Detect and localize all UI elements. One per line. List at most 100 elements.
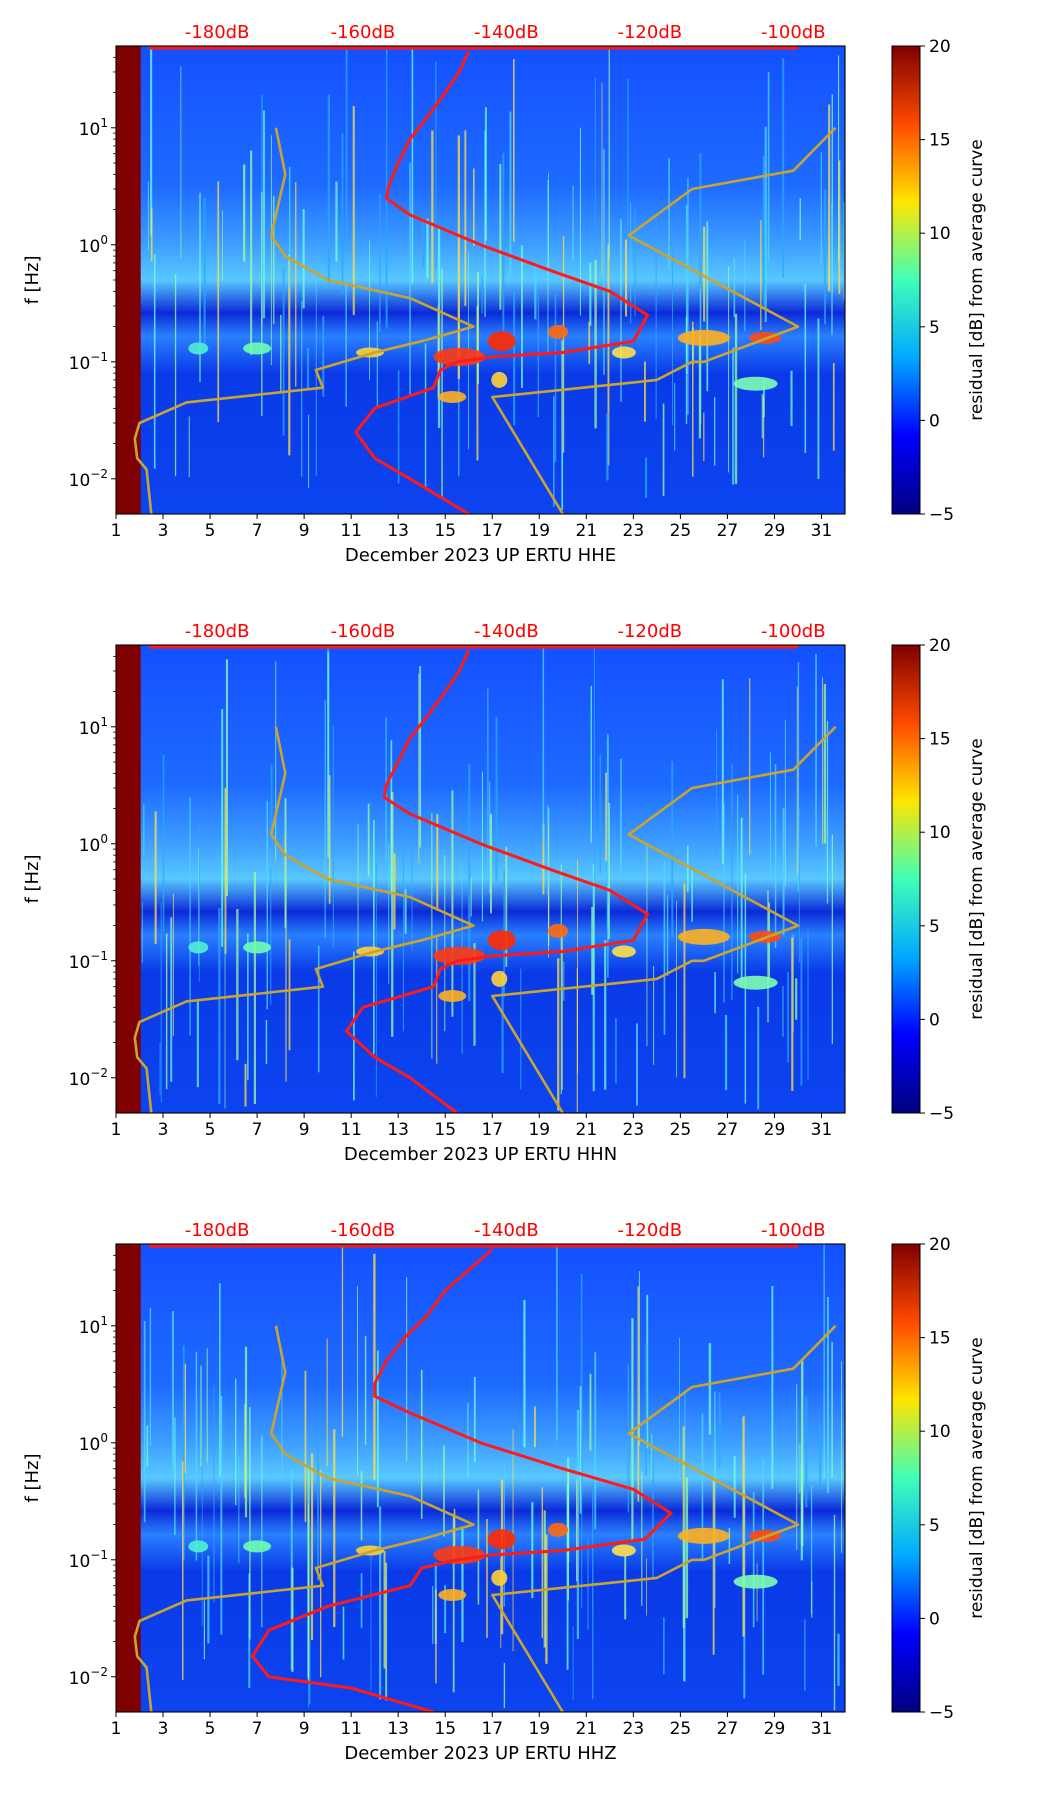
streak xyxy=(288,939,291,1051)
streak xyxy=(782,58,785,278)
x-tick-label: 25 xyxy=(670,1120,692,1140)
x-tick-label: 21 xyxy=(576,1719,598,1739)
streak xyxy=(796,686,798,875)
streak xyxy=(360,1471,363,1541)
colorbar-tick-label: −5 xyxy=(929,1703,954,1723)
streak xyxy=(437,225,441,428)
streak xyxy=(315,278,317,476)
streak xyxy=(388,842,390,984)
streak xyxy=(566,1483,569,1670)
x-tick-label: 15 xyxy=(434,1120,456,1140)
streak xyxy=(740,817,743,986)
streak xyxy=(523,1300,526,1448)
streak xyxy=(771,1286,774,1489)
streak xyxy=(487,688,489,877)
streak xyxy=(720,1407,722,1443)
streak xyxy=(572,1626,574,1701)
streak xyxy=(464,130,467,306)
db-scale-label: -120dB xyxy=(617,621,682,642)
streak xyxy=(607,734,609,978)
streak xyxy=(143,804,145,856)
x-axis-label: December 2023 UP ERTU HHZ xyxy=(344,1743,616,1764)
streak xyxy=(588,321,591,364)
streak xyxy=(653,966,655,1065)
streak xyxy=(636,1023,638,1106)
streak xyxy=(744,240,746,331)
streak xyxy=(718,1392,721,1468)
streak xyxy=(280,314,282,394)
streak xyxy=(606,413,609,481)
streak xyxy=(249,1407,251,1640)
streak xyxy=(367,803,370,877)
streak xyxy=(402,838,404,1032)
streak xyxy=(556,1244,558,1441)
streak xyxy=(646,846,648,1046)
streak xyxy=(784,720,786,887)
streak xyxy=(685,316,688,424)
y-tick-label: 101 xyxy=(79,116,108,140)
x-tick-label: 1 xyxy=(111,521,122,541)
streak xyxy=(326,1338,328,1467)
streak xyxy=(671,761,674,939)
streak xyxy=(663,860,666,1035)
colorbar-tick-label: 20 xyxy=(929,37,951,57)
x-tick-label: 23 xyxy=(623,1719,645,1739)
streak xyxy=(603,148,605,375)
streak xyxy=(170,917,173,1082)
streak xyxy=(473,168,475,246)
x-tick-label: 15 xyxy=(434,521,456,541)
spectral-blob xyxy=(677,928,730,945)
streak xyxy=(499,163,502,310)
streak xyxy=(352,106,355,316)
spectral-blob xyxy=(548,923,569,938)
streak xyxy=(760,220,762,331)
streak xyxy=(333,1429,336,1627)
streak xyxy=(668,158,670,270)
streak xyxy=(627,78,629,246)
x-tick-label: 11 xyxy=(340,521,362,541)
streak xyxy=(328,775,331,904)
streak xyxy=(531,1502,534,1599)
streak xyxy=(484,107,487,241)
streak xyxy=(728,1527,731,1564)
streak xyxy=(244,1063,247,1107)
y-tick-label: 10−2 xyxy=(69,1665,108,1689)
streak xyxy=(823,684,826,844)
streak xyxy=(728,266,730,473)
streak xyxy=(807,930,809,1080)
streak xyxy=(826,720,829,904)
spectral-blob xyxy=(243,1540,272,1553)
y-axis-label: f [Hz] xyxy=(22,1453,43,1502)
streak xyxy=(218,908,221,1105)
streak xyxy=(593,648,595,883)
streak xyxy=(790,370,793,426)
streak xyxy=(645,1343,647,1476)
spectrogram xyxy=(116,645,845,1113)
streak xyxy=(615,1018,617,1084)
streak xyxy=(341,1244,344,1437)
no-data-column xyxy=(116,645,141,1113)
streak xyxy=(250,150,253,355)
streak xyxy=(625,239,628,317)
streak xyxy=(761,394,764,439)
x-tick-label: 13 xyxy=(387,521,409,541)
x-tick-label: 19 xyxy=(528,1719,550,1739)
db-scale-label: -100dB xyxy=(761,22,826,43)
streak xyxy=(288,166,291,288)
streak xyxy=(443,1445,445,1537)
streak xyxy=(620,758,622,871)
x-tick-label: 19 xyxy=(528,1120,550,1140)
streak xyxy=(733,1455,736,1518)
streak xyxy=(646,1294,649,1449)
streak xyxy=(275,661,277,862)
streak xyxy=(703,412,705,461)
streak xyxy=(444,855,446,1032)
streak xyxy=(221,709,224,947)
streak xyxy=(149,1307,152,1446)
streak xyxy=(420,1369,423,1519)
streak xyxy=(385,235,388,329)
y-tick-label: 10−2 xyxy=(69,467,108,491)
